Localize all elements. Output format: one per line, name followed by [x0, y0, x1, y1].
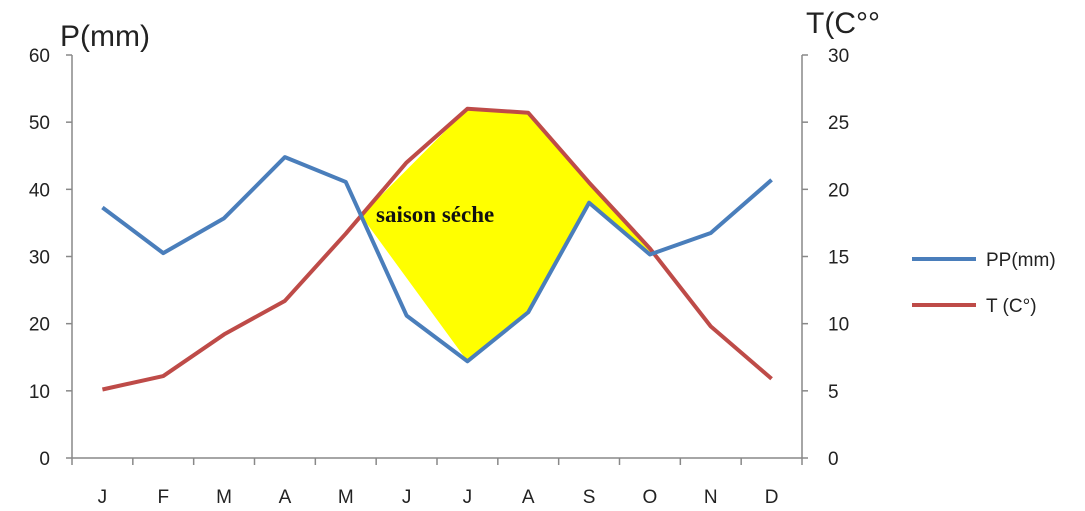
x-tick-label: D: [765, 487, 779, 508]
left-y-tick-label: 20: [29, 315, 50, 336]
x-tick-label: N: [704, 487, 718, 508]
legend-label-t: T (C°): [986, 296, 1037, 317]
legend-label-pp: PP(mm): [986, 250, 1056, 271]
left-y-tick-label: 0: [39, 449, 50, 470]
right-axis-title: T(C°°: [806, 7, 880, 40]
tick-labels: 0 10 20 30 40 50 60 0 5 10 15 20 25 30 J F M A M J J A S O N D: [29, 46, 849, 508]
dry-season-label: saison séche: [376, 202, 494, 227]
right-y-tick-label: 5: [828, 382, 839, 403]
right-y-tick-label: 30: [828, 46, 849, 67]
left-y-tick-label: 60: [29, 46, 50, 67]
legend: PP(mm) T (C°): [912, 250, 1056, 317]
right-y-tick-label: 15: [828, 248, 849, 269]
dry-season-area: [361, 108, 654, 362]
left-y-tick-label: 10: [29, 382, 50, 403]
x-tick-label: A: [522, 487, 535, 508]
series-lines: [101, 106, 773, 392]
x-tick-label: O: [643, 487, 658, 508]
left-y-tick-label: 30: [29, 248, 50, 269]
left-y-tick-label: 40: [29, 180, 50, 201]
left-axis-title: P(mm): [60, 20, 150, 53]
x-tick-label: M: [338, 487, 354, 508]
x-tick-label: J: [463, 487, 473, 508]
x-tick-label: S: [583, 487, 596, 508]
right-y-tick-label: 10: [828, 315, 849, 336]
x-tick-label: J: [98, 487, 108, 508]
right-y-tick-label: 0: [828, 449, 839, 470]
x-tick-label: F: [157, 487, 169, 508]
dry-season-area-layer: [361, 108, 654, 362]
right-y-tick-label: 25: [828, 113, 849, 134]
precipitation-line: [101, 155, 773, 364]
x-tick-label: A: [279, 487, 292, 508]
tick-marks: [66, 54, 808, 465]
temperature-line: [101, 106, 773, 392]
x-tick-label: M: [216, 487, 232, 508]
left-y-tick-label: 50: [29, 113, 50, 134]
right-y-tick-label: 20: [828, 180, 849, 201]
x-tick-label: J: [402, 487, 412, 508]
